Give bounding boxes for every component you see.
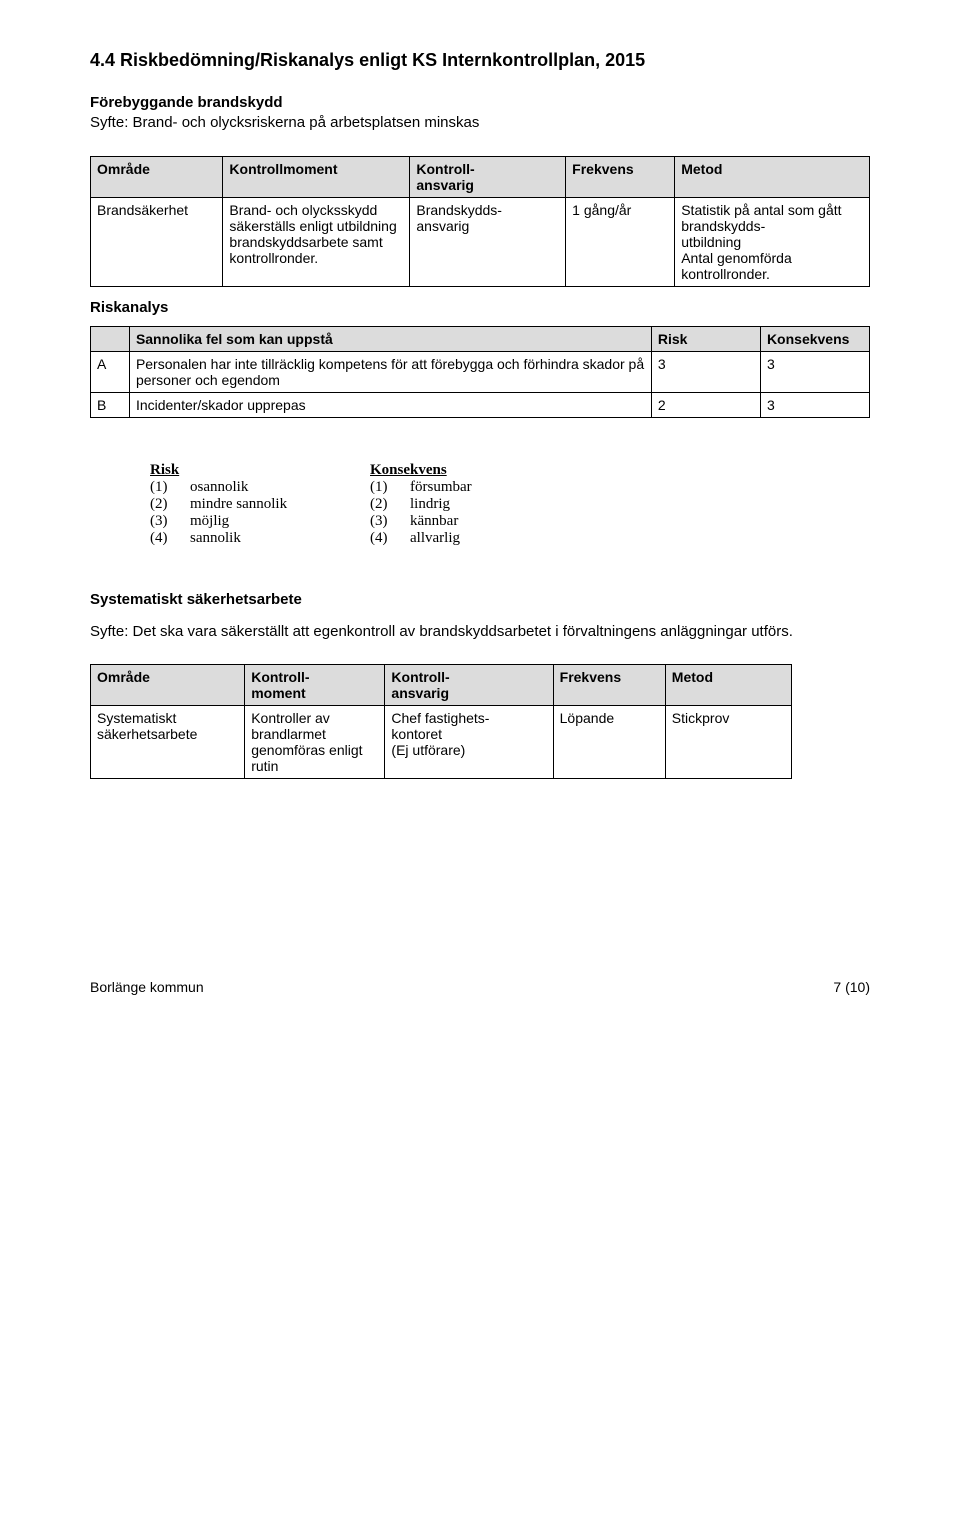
t2-h-kons: Konsekvens bbox=[760, 326, 869, 351]
legend-kons-2: (2)lindrig bbox=[370, 496, 590, 513]
t1-h-metod: Metod bbox=[675, 156, 870, 197]
legend-kons-1: (1)försumbar bbox=[370, 479, 590, 496]
subheading-forebyggande: Förebyggande brandskydd bbox=[90, 94, 283, 111]
t3-h-ansvarig: Kontroll- ansvarig bbox=[385, 664, 553, 705]
table-riskanalys: Sannolika fel som kan uppstå Risk Konsek… bbox=[90, 326, 870, 418]
t1-c-moment: Brand- och olycksskydd säkerställs enlig… bbox=[223, 197, 410, 286]
table1-header-row: Område Kontrollmoment Kontroll- ansvarig… bbox=[91, 156, 870, 197]
t1-h-kontrollmoment: Kontrollmoment bbox=[223, 156, 410, 197]
t2-a-id: A bbox=[91, 351, 130, 392]
syfte-block-1: Förebyggande brandskydd Syfte: Brand- oc… bbox=[90, 93, 870, 134]
syfte2-label: Syfte bbox=[90, 623, 124, 640]
page: 4.4 Riskbedömning/Riskanalys enligt KS I… bbox=[0, 0, 960, 1035]
t2-a-text: Personalen har inte tillräcklig kompeten… bbox=[129, 351, 651, 392]
t2-b-kons: 3 bbox=[760, 392, 869, 417]
legend: Risk (1)osannolik (2)mindre sannolik (3)… bbox=[150, 462, 870, 547]
t3-c-metod: Stickprov bbox=[665, 705, 791, 778]
legend-risk-2: (2)mindre sannolik bbox=[150, 496, 370, 513]
legend-col-kons: Konsekvens (1)försumbar (2)lindrig (3)kä… bbox=[370, 462, 590, 547]
main-heading: 4.4 Riskbedömning/Riskanalys enligt KS I… bbox=[90, 50, 870, 71]
table-systematiskt: Område Kontroll- moment Kontroll- ansvar… bbox=[90, 664, 792, 779]
t2-b-text: Incidenter/skador upprepas bbox=[129, 392, 651, 417]
legend-risk-title: Risk bbox=[150, 462, 370, 479]
t2-h-risk: Risk bbox=[651, 326, 760, 351]
footer-right: 7 (10) bbox=[833, 979, 870, 995]
t3-c-omrade: Systematiskt säkerhetsarbete bbox=[91, 705, 245, 778]
footer-left: Borlänge kommun bbox=[90, 979, 204, 995]
table1-row: Brandsäkerhet Brand- och olycksskydd säk… bbox=[91, 197, 870, 286]
t1-h-ansvarig: Kontroll- ansvarig bbox=[410, 156, 566, 197]
syfte-block-2: Syfte: Det ska vara säkerställt att egen… bbox=[90, 622, 870, 642]
t3-h-omrade: Område bbox=[91, 664, 245, 705]
table3-row: Systematiskt säkerhetsarbete Kontroller … bbox=[91, 705, 792, 778]
table2-row-a: A Personalen har inte tillräcklig kompet… bbox=[91, 351, 870, 392]
legend-risk-1: (1)osannolik bbox=[150, 479, 370, 496]
t2-h-blank bbox=[91, 326, 130, 351]
t3-c-frekvens: Löpande bbox=[553, 705, 665, 778]
t1-c-ansvarig: Brandskydds- ansvarig bbox=[410, 197, 566, 286]
table2-header-row: Sannolika fel som kan uppstå Risk Konsek… bbox=[91, 326, 870, 351]
legend-kons-title: Konsekvens bbox=[370, 462, 590, 479]
riskanalys-heading: Riskanalys bbox=[90, 299, 870, 316]
table2-row-b: B Incidenter/skador upprepas 2 3 bbox=[91, 392, 870, 417]
t1-c-omrade: Brandsäkerhet bbox=[91, 197, 223, 286]
t2-a-risk: 3 bbox=[651, 351, 760, 392]
t3-c-ansvarig: Chef fastighets- kontoret (Ej utförare) bbox=[385, 705, 553, 778]
t2-a-kons: 3 bbox=[760, 351, 869, 392]
syfte1-label: Syfte bbox=[90, 114, 124, 131]
t3-h-moment: Kontroll- moment bbox=[245, 664, 385, 705]
t1-c-frekvens: 1 gång/år bbox=[566, 197, 675, 286]
t3-c-moment: Kontroller av brandlarmet genomföras enl… bbox=[245, 705, 385, 778]
t3-h-frekvens: Frekvens bbox=[553, 664, 665, 705]
table3-header-row: Område Kontroll- moment Kontroll- ansvar… bbox=[91, 664, 792, 705]
t2-b-risk: 2 bbox=[651, 392, 760, 417]
systematiskt-heading: Systematiskt säkerhetsarbete bbox=[90, 591, 870, 608]
legend-kons-4: (4)allvarlig bbox=[370, 530, 590, 547]
legend-risk-4: (4)sannolik bbox=[150, 530, 370, 547]
t1-h-frekvens: Frekvens bbox=[566, 156, 675, 197]
legend-risk-3: (3)möjlig bbox=[150, 513, 370, 530]
t2-b-id: B bbox=[91, 392, 130, 417]
t1-h-omrade: Område bbox=[91, 156, 223, 197]
syfte1-text: : Brand- och olycksriskerna på arbetspla… bbox=[124, 114, 479, 131]
footer: Borlänge kommun 7 (10) bbox=[90, 979, 870, 995]
t3-h-metod: Metod bbox=[665, 664, 791, 705]
t1-c-metod: Statistik på antal som gått brandskydds-… bbox=[675, 197, 870, 286]
t2-h-fel: Sannolika fel som kan uppstå bbox=[129, 326, 651, 351]
legend-kons-3: (3)kännbar bbox=[370, 513, 590, 530]
legend-col-risk: Risk (1)osannolik (2)mindre sannolik (3)… bbox=[150, 462, 370, 547]
table-brandsakerhet: Område Kontrollmoment Kontroll- ansvarig… bbox=[90, 156, 870, 287]
syfte2-text: : Det ska vara säkerställt att egenkontr… bbox=[124, 623, 793, 640]
